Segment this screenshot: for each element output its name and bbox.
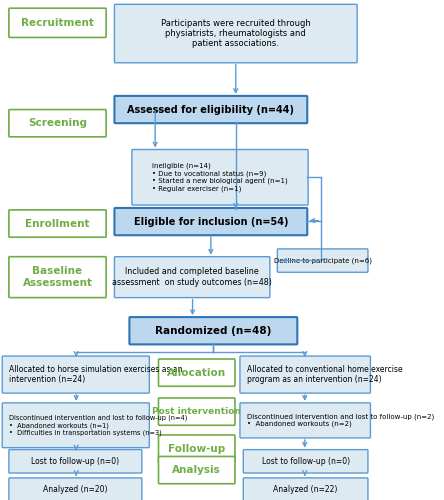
FancyBboxPatch shape — [9, 110, 106, 137]
FancyBboxPatch shape — [115, 96, 307, 123]
FancyBboxPatch shape — [159, 398, 235, 425]
Text: Recruitment: Recruitment — [21, 18, 94, 28]
FancyBboxPatch shape — [9, 478, 142, 500]
Text: Assessed for eligibility (n=44): Assessed for eligibility (n=44) — [127, 104, 294, 115]
Text: Allocated to horse simulation exercises as an
intervention (n=24): Allocated to horse simulation exercises … — [9, 365, 183, 384]
FancyBboxPatch shape — [129, 317, 297, 344]
FancyBboxPatch shape — [243, 450, 368, 473]
Text: Eligible for inclusion (n=54): Eligible for inclusion (n=54) — [134, 216, 288, 226]
FancyBboxPatch shape — [9, 450, 142, 473]
FancyBboxPatch shape — [243, 478, 368, 500]
Text: Follow-up: Follow-up — [168, 444, 226, 454]
FancyBboxPatch shape — [132, 150, 308, 205]
Text: Discontinued intervention and lost to follow-up (n=2)
•  Abandoned workouts (n=2: Discontinued intervention and lost to fo… — [247, 414, 434, 428]
Text: Included and completed baseline
assessment  on study outcomes (n=48): Included and completed baseline assessme… — [112, 268, 272, 287]
Text: Analyzed (n=22): Analyzed (n=22) — [274, 485, 338, 494]
Text: Participants were recruited through
physiatrists, rheumatologists and
patient as: Participants were recruited through phys… — [161, 18, 311, 48]
FancyBboxPatch shape — [115, 208, 307, 236]
Text: Discontinued intervention and lost to follow-up (n=4)
•  Abandoned workouts (n=1: Discontinued intervention and lost to fo… — [9, 414, 188, 436]
FancyBboxPatch shape — [159, 359, 235, 386]
FancyBboxPatch shape — [240, 403, 370, 438]
Text: Screening: Screening — [28, 118, 87, 128]
FancyBboxPatch shape — [159, 435, 235, 462]
FancyBboxPatch shape — [2, 403, 149, 448]
Text: Ineligible (n=14)
• Due to vocational status (n=9)
• Started a new biological ag: Ineligible (n=14) • Due to vocational st… — [152, 163, 288, 192]
Text: Randomized (n=48): Randomized (n=48) — [155, 326, 272, 336]
Text: Decline to participate (n=6): Decline to participate (n=6) — [274, 258, 372, 264]
Text: Baseline
Assessment: Baseline Assessment — [23, 266, 92, 288]
FancyBboxPatch shape — [115, 4, 357, 63]
FancyBboxPatch shape — [2, 356, 149, 393]
Text: Lost to follow-up (n=0): Lost to follow-up (n=0) — [32, 457, 119, 466]
Text: Analysis: Analysis — [172, 465, 221, 475]
FancyBboxPatch shape — [159, 456, 235, 483]
Text: Allocated to conventional home exercise
program as an intervention (n=24): Allocated to conventional home exercise … — [247, 365, 403, 384]
Text: Enrollment: Enrollment — [25, 218, 90, 228]
FancyBboxPatch shape — [278, 249, 368, 272]
Text: Analyzed (n=20): Analyzed (n=20) — [43, 485, 107, 494]
FancyBboxPatch shape — [9, 256, 106, 298]
FancyBboxPatch shape — [9, 210, 106, 237]
Text: Post intervention: Post intervention — [152, 407, 241, 416]
FancyBboxPatch shape — [115, 256, 270, 298]
FancyBboxPatch shape — [240, 356, 370, 393]
FancyBboxPatch shape — [9, 8, 106, 38]
Text: Lost to follow-up (n=0): Lost to follow-up (n=0) — [262, 457, 350, 466]
Text: Allocation: Allocation — [167, 368, 226, 378]
